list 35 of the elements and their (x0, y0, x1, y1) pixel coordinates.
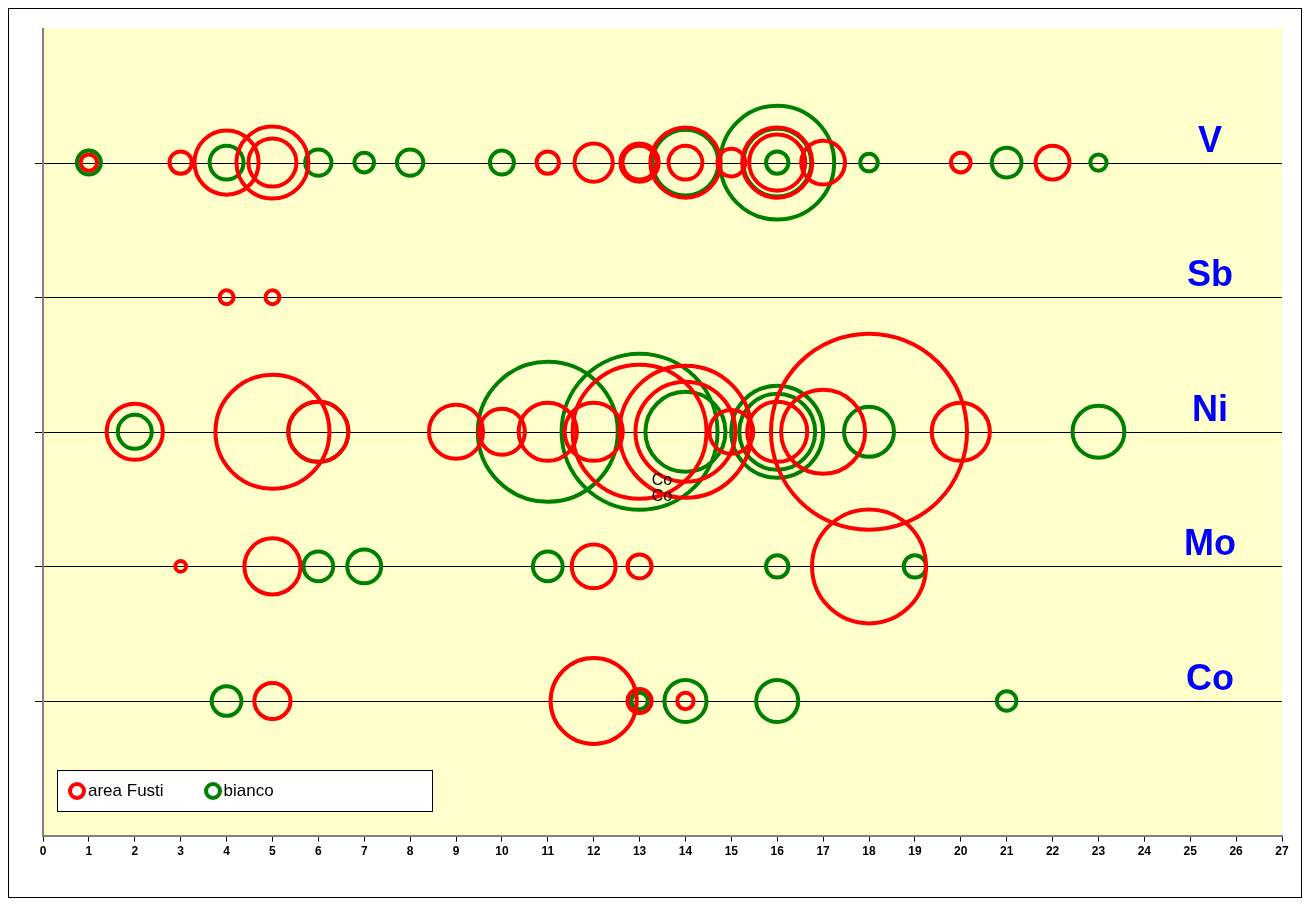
x-tick-label: 13 (632, 844, 647, 859)
x-tick-label: 20 (954, 844, 968, 859)
x-tick-label: 10 (495, 844, 509, 859)
ref-line-label: Mo (1184, 521, 1236, 563)
x-tick-label: 0 (39, 844, 47, 859)
x-tick-label: 15 (724, 844, 739, 859)
x-tick-label: 27 (1275, 844, 1289, 859)
x-tick-label: 4 (223, 844, 231, 859)
x-tick-label: 14 (678, 844, 693, 859)
x-tick-label: 24 (1137, 844, 1152, 859)
ref-line-label: Ni (1192, 387, 1228, 429)
x-tick-label: 23 (1091, 844, 1106, 859)
x-tick-label: 25 (1183, 844, 1198, 859)
x-tick-label: 12 (586, 844, 601, 859)
legend-label: area Fusti (88, 780, 164, 801)
x-tick-label: 3 (177, 844, 185, 859)
x-tick-label: 22 (1045, 844, 1060, 859)
x-tick-label: 16 (770, 844, 785, 859)
x-tick-label: 1 (85, 844, 93, 859)
x-tick-label: 21 (999, 844, 1014, 859)
ref-line-label: Co (1186, 656, 1234, 698)
x-tick-label: 17 (816, 844, 831, 859)
x-tick-label: 5 (269, 844, 277, 859)
x-tick-label: 26 (1229, 844, 1244, 859)
x-tick-label: 8 (406, 844, 414, 859)
x-tick-label: 11 (541, 844, 555, 859)
ref-line-label: V (1197, 118, 1223, 160)
x-tick-label: 2 (131, 844, 139, 859)
ref-line-label: Sb (1186, 252, 1234, 294)
x-tick-label: 7 (360, 844, 368, 859)
x-tick-label: 9 (452, 844, 460, 859)
x-tick-label: 6 (314, 844, 322, 859)
x-tick-label: 19 (908, 844, 922, 859)
legend-label: bianco (223, 780, 274, 801)
x-tick-label: 18 (862, 844, 876, 859)
